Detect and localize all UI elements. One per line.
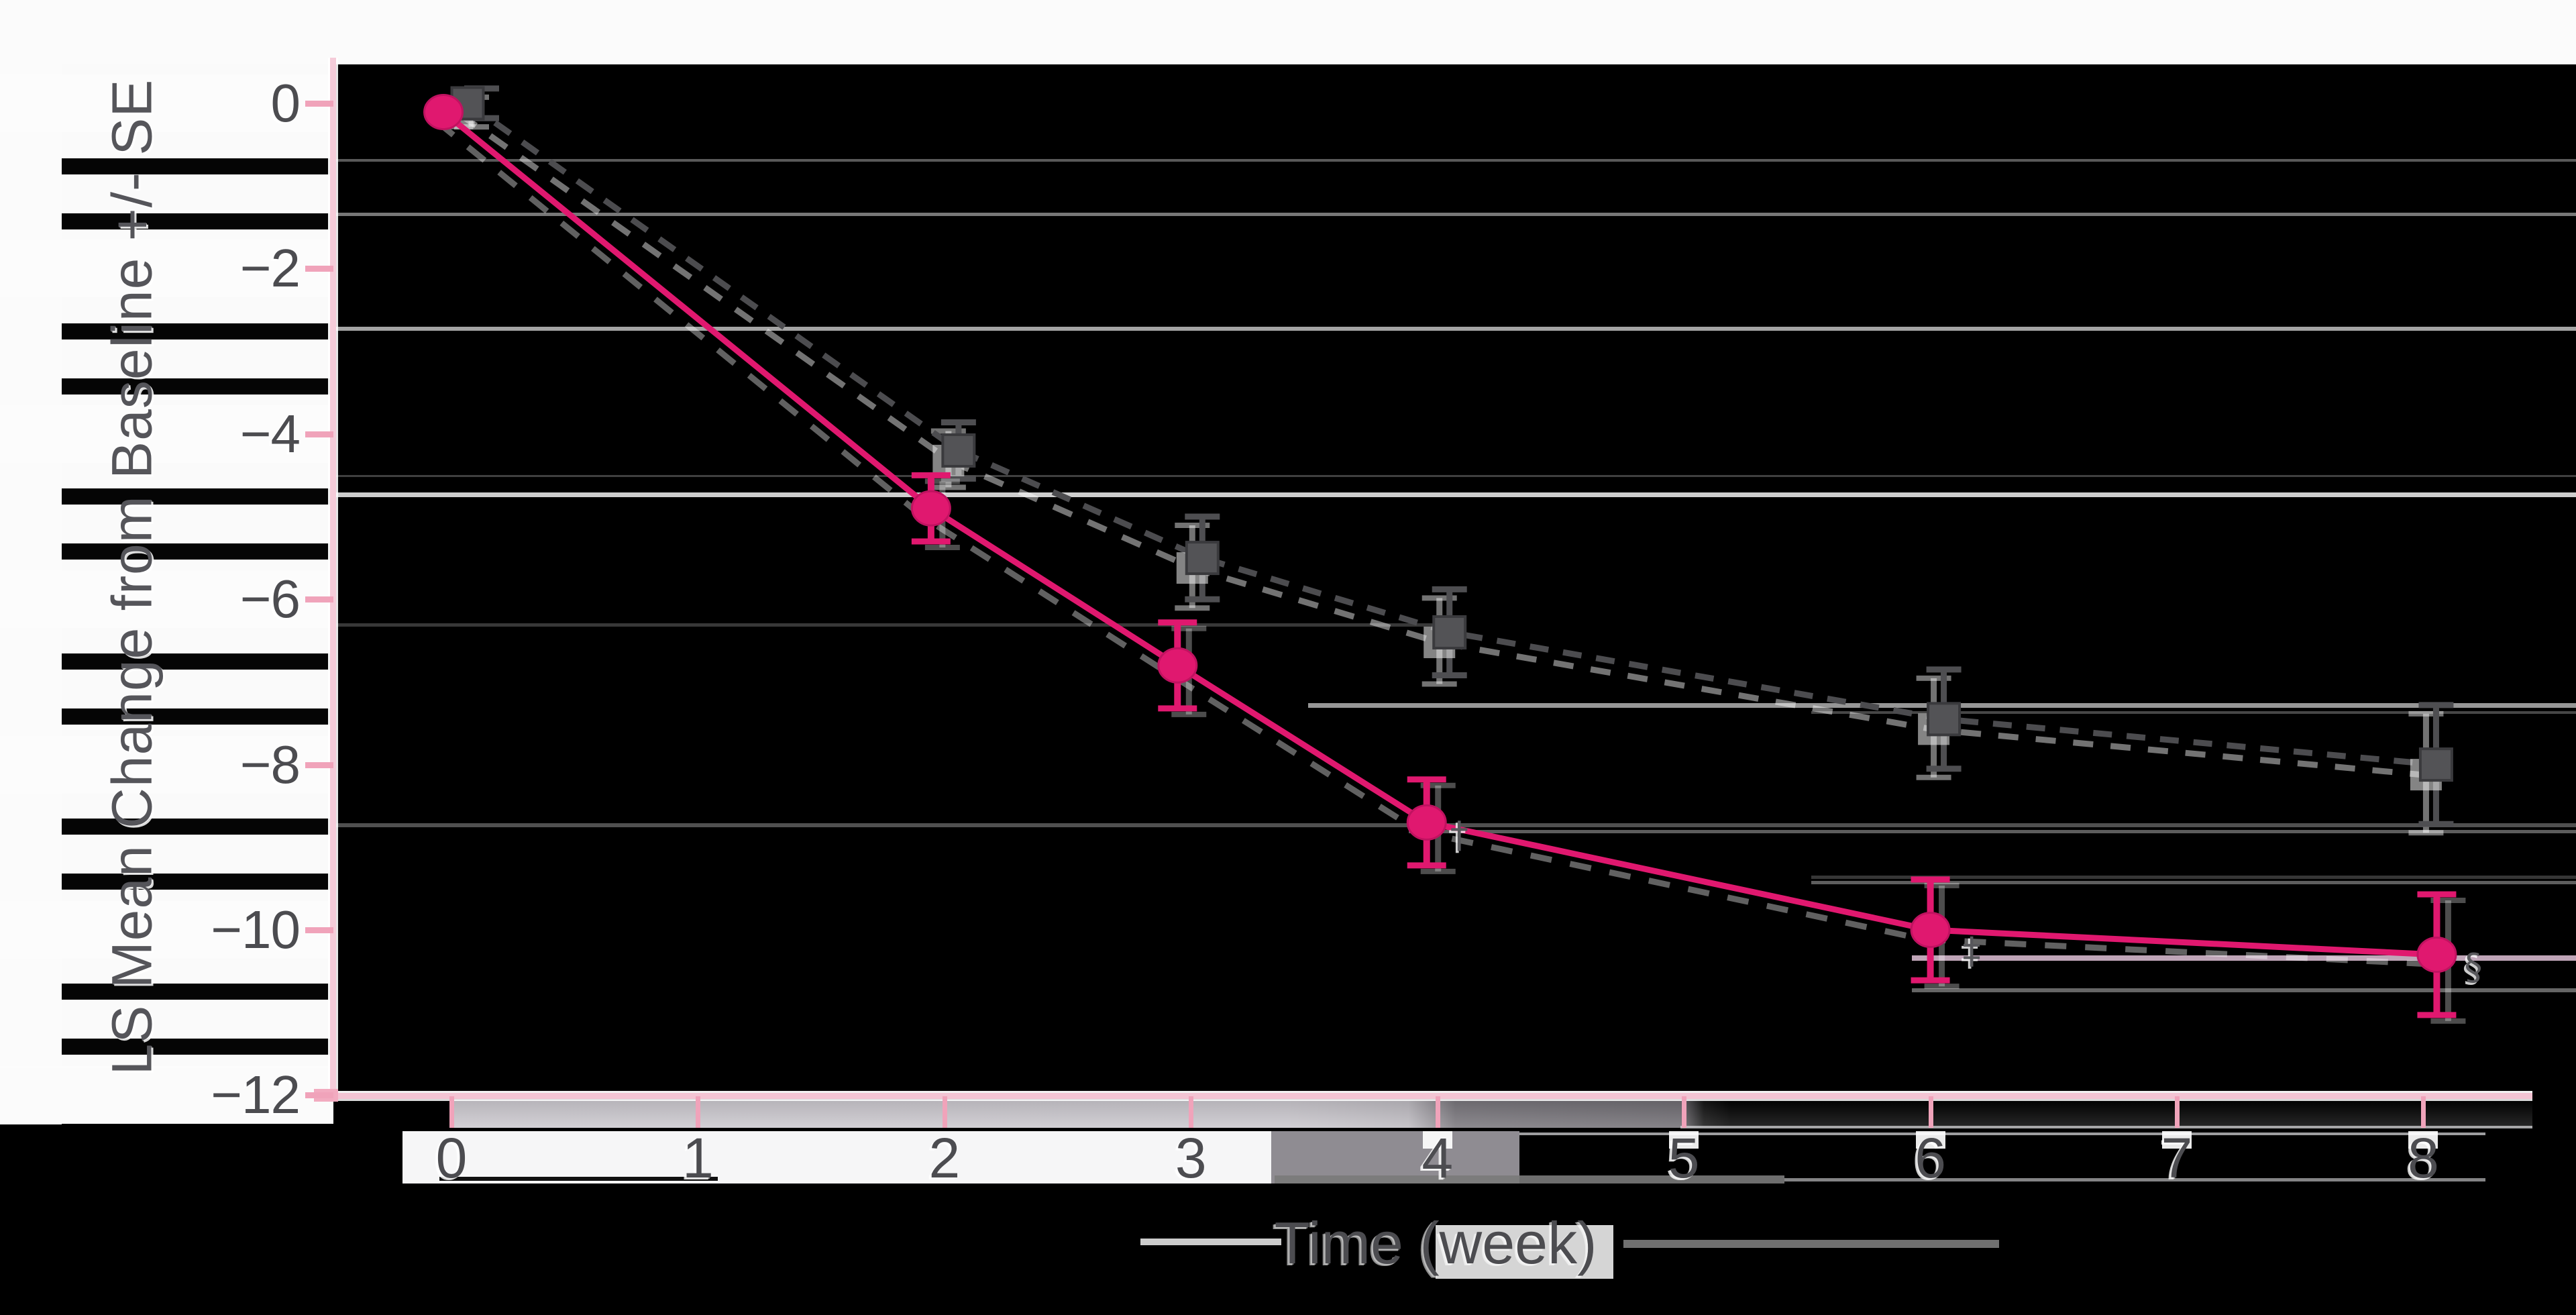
x-tick-mark (2175, 1096, 2180, 1128)
scanline-streak (333, 327, 2576, 331)
scanline-streak (1912, 988, 2576, 992)
significance-symbol-ghost: † (1448, 816, 1466, 858)
x-tick-label: 6 (1915, 1126, 1946, 1190)
x-tick-label: 0 (435, 1126, 468, 1190)
background-patch (439, 1177, 718, 1181)
background-patch (1436, 1225, 1613, 1279)
top-margin-band (0, 0, 2576, 64)
x-tick-base-highlight (1915, 1131, 1945, 1149)
y-axis-line (330, 58, 336, 1100)
y-tick-label: −6 (239, 569, 301, 629)
x-tick-label: 8 (2408, 1126, 2439, 1190)
x-tick-mark (942, 1096, 947, 1128)
scanline-streak (1912, 955, 2576, 961)
x-tick-label: 1 (682, 1126, 714, 1190)
x-tick-mark (1928, 1096, 1933, 1128)
x-tick-base-highlight (2408, 1131, 2438, 1149)
y-tick-stripe (0, 901, 333, 959)
square-marker (941, 433, 976, 468)
square-marker (2418, 747, 2453, 782)
circle-marker (1406, 804, 1447, 841)
square-marker (1927, 702, 1962, 737)
y-tick-label: −4 (239, 403, 301, 464)
y-tick-mark (305, 266, 333, 272)
x-tick-base-highlight (2162, 1131, 2192, 1149)
x-tick-base-highlight (1669, 1131, 1699, 1149)
x-tick-mark (2421, 1096, 2426, 1128)
background-patch (1623, 1240, 1999, 1248)
treatment-circles-solid-ghost-line (435, 119, 2430, 967)
circle-marker (1157, 647, 1198, 684)
background-patch (1519, 1133, 2485, 1135)
y-tick-label: −10 (211, 900, 301, 959)
background-patch (1275, 1175, 1784, 1184)
scanline-streak (333, 492, 2576, 497)
background-patch (0, 1068, 333, 1123)
y-tick-mark (305, 431, 333, 437)
y-tick-label: −2 (239, 238, 301, 299)
significance-symbol: † (1450, 814, 1468, 856)
x-tick-label: 4 (1421, 1126, 1454, 1190)
x-tick-base-highlight (1422, 1131, 1452, 1149)
y-tick-stripe (0, 570, 333, 629)
comparator-squares-dashed-ghost-line (458, 111, 2428, 779)
y-tick-mark (305, 1092, 333, 1099)
x-axis-title: Time (week) (1274, 1210, 1597, 1276)
y-tick-stripe (0, 240, 333, 298)
x-tick-mark (1189, 1096, 1194, 1128)
x-axis-line (327, 1093, 2532, 1099)
x-tick-mark (449, 1096, 454, 1128)
background-patch (1680, 1126, 2532, 1128)
significance-symbol-ghost: § (2462, 948, 2480, 990)
y-tick-stripe (0, 74, 333, 132)
background-patch (402, 1131, 1271, 1184)
x-tick-label: 2 (928, 1126, 961, 1190)
y-axis-title: LS Mean Change from Baseline +/- SE (100, 78, 164, 1075)
circle-marker (2416, 936, 2457, 973)
square-marker (1432, 615, 1467, 649)
scanline-streak (333, 823, 2576, 827)
scanline-streak (1811, 881, 2576, 884)
y-tick-label: −12 (211, 1065, 301, 1125)
y-tick-label: 0 (270, 73, 301, 133)
y-tick-mark (305, 596, 333, 603)
x-tick-mark (1435, 1096, 1440, 1128)
x-tick-label: 3 (1175, 1126, 1207, 1190)
scanline-streak (1811, 711, 2576, 714)
y-tick-mark (305, 101, 333, 107)
scanline-streak (333, 475, 2576, 477)
scanline-streak (333, 213, 2576, 216)
x-tick-label: 5 (1668, 1126, 1700, 1190)
significance-symbol: § (2464, 946, 2482, 988)
background-patch (1271, 1131, 1519, 1184)
y-tick-mark (305, 761, 333, 768)
scanline-streak (333, 159, 2576, 162)
x-tick-mark (1682, 1096, 1687, 1128)
significance-symbol: ‡ (1963, 929, 1981, 971)
circle-marker (1910, 912, 1951, 948)
scanline-streak (333, 623, 1440, 627)
y-tick-stripe (0, 405, 333, 463)
y-tick-label: −8 (239, 734, 301, 794)
scanline-streak (1409, 830, 2576, 833)
treatment-circles-solid-line (441, 109, 2437, 958)
circle-marker (423, 94, 464, 130)
background-patch (1784, 1178, 2485, 1181)
square-marker (1185, 541, 1220, 576)
x-tick-mark (696, 1096, 701, 1128)
circle-marker (910, 490, 951, 527)
y-tick-mark (305, 927, 333, 933)
significance-symbol-ghost: ‡ (1961, 931, 1979, 974)
background-patch (1140, 1239, 1281, 1245)
scanline-streak (1811, 876, 2576, 879)
y-tick-stripe (0, 735, 333, 794)
x-axis-gradient-band (449, 1100, 2532, 1128)
x-tick-label: 7 (2161, 1126, 2193, 1190)
